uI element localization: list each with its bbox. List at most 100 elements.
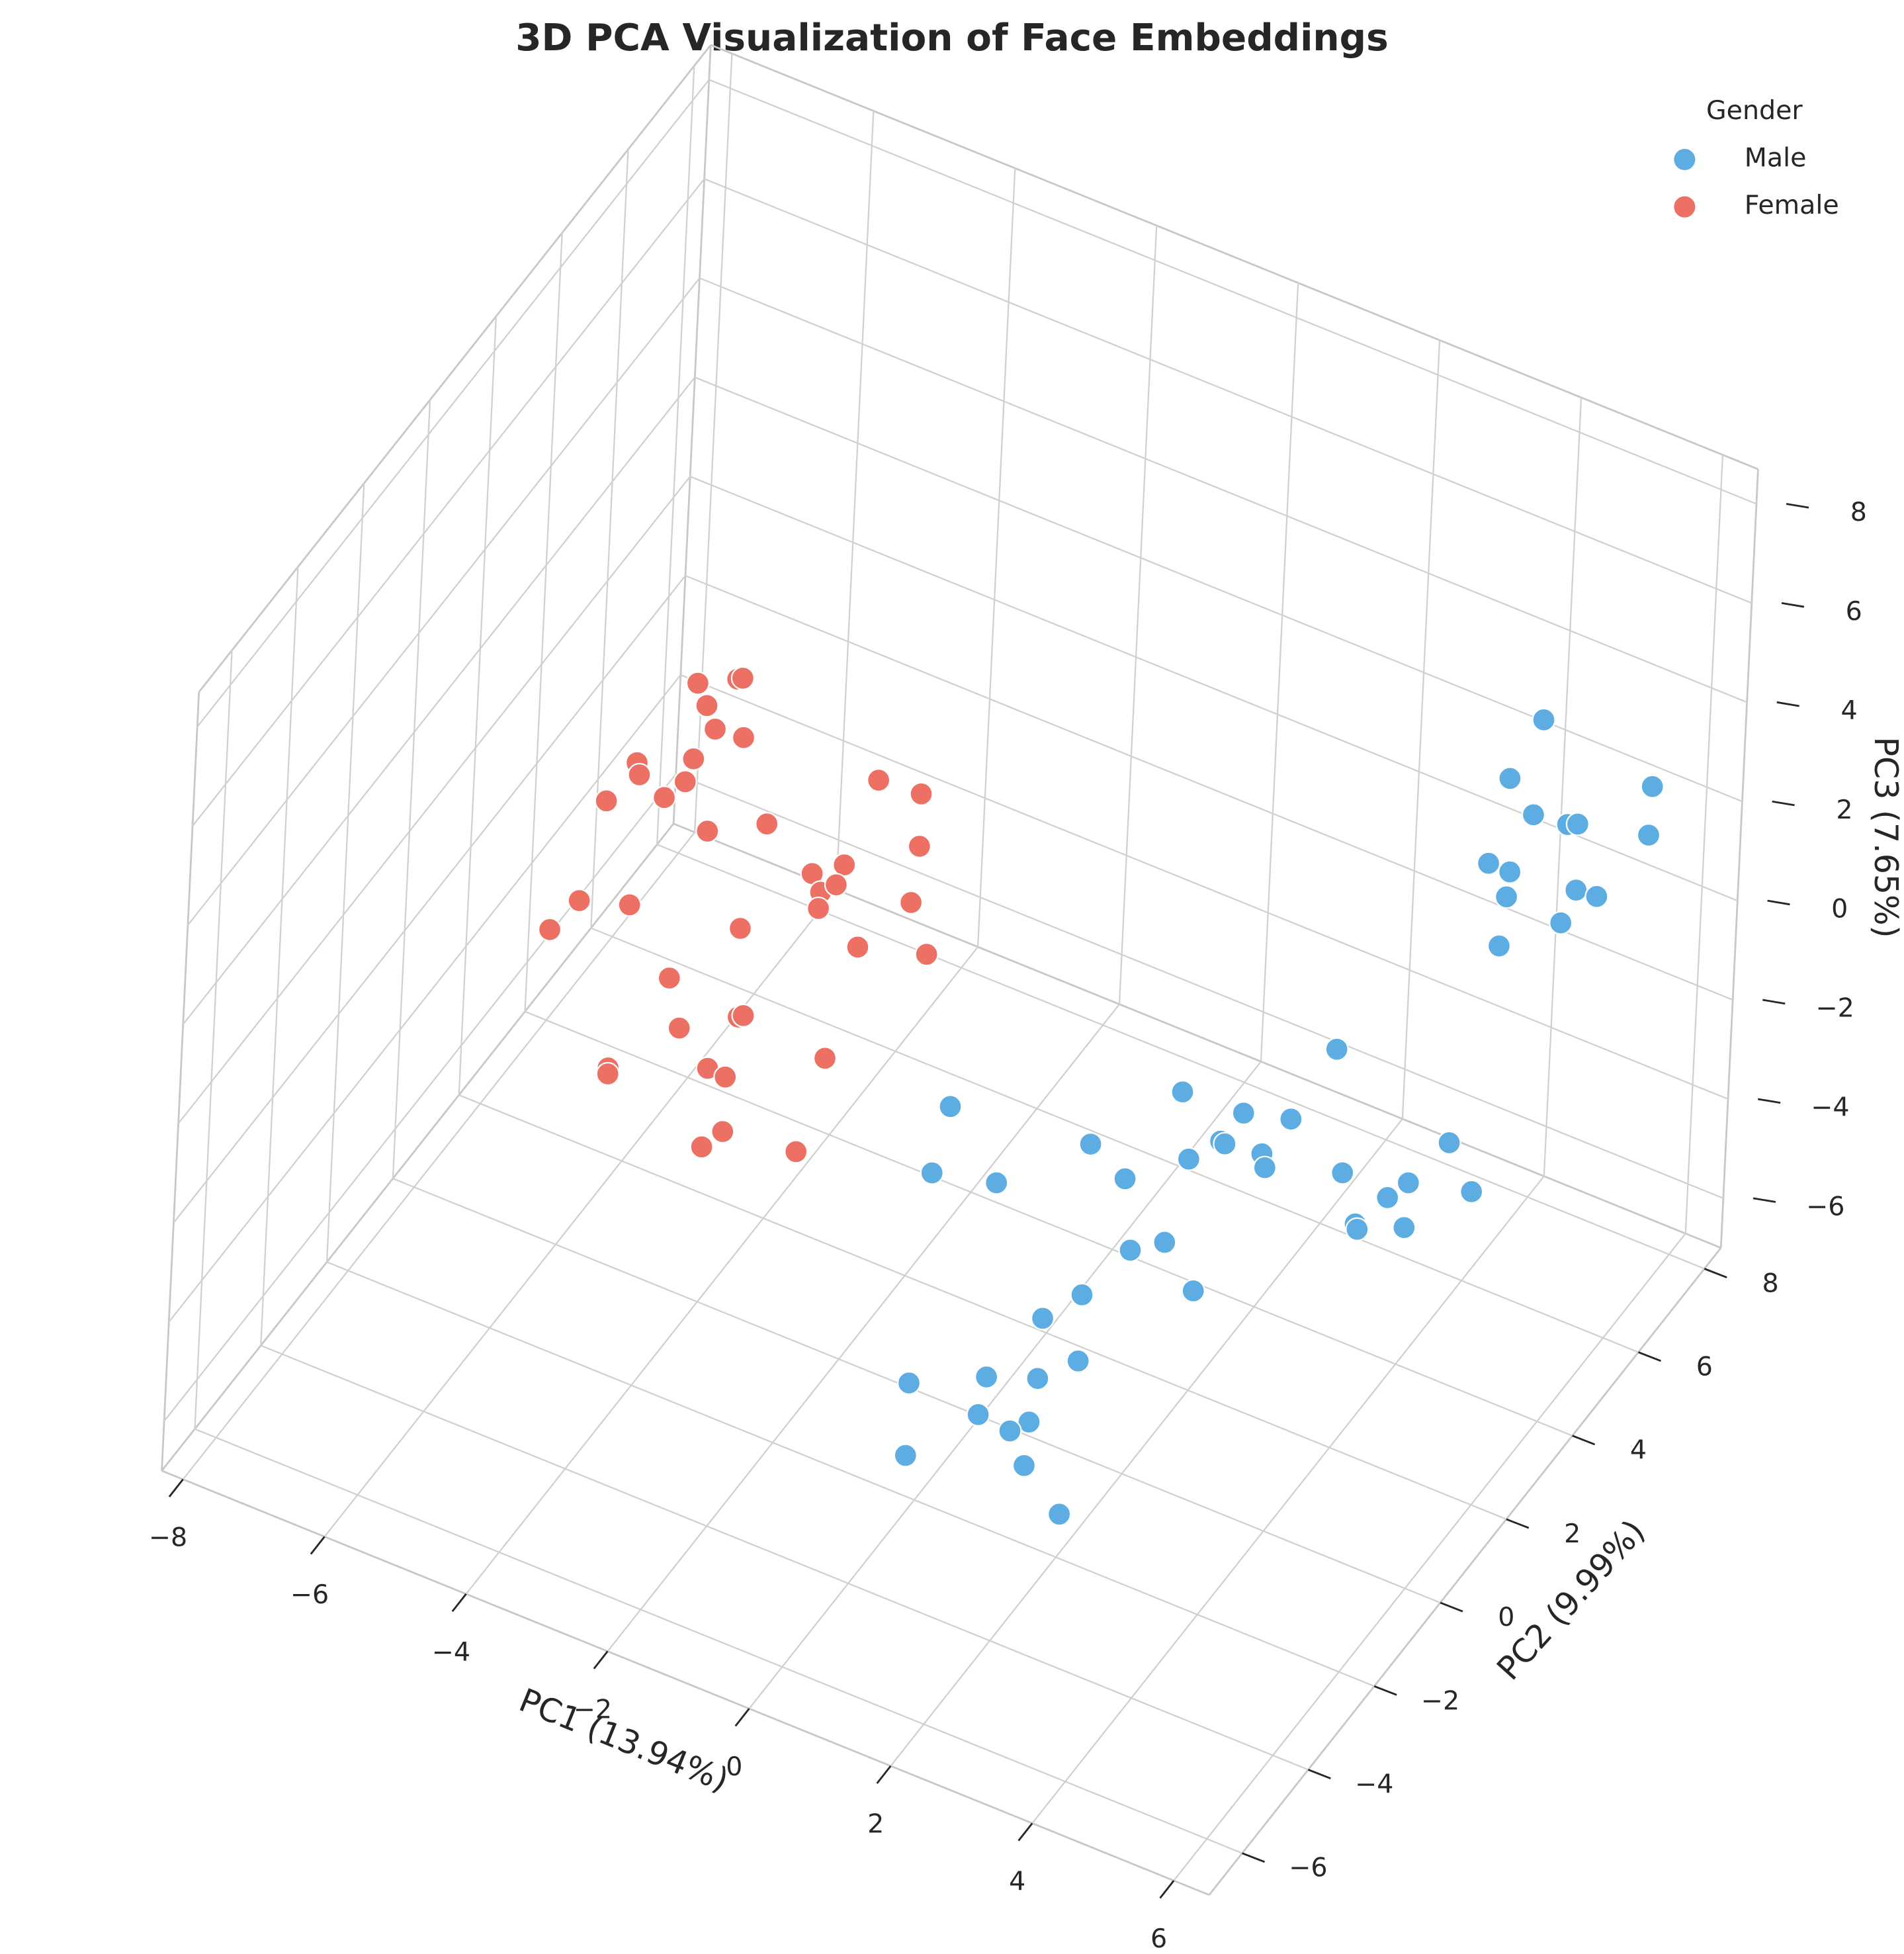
pane-edge [710,44,1758,470]
data-point [1636,823,1661,848]
pane-edge [161,1470,1210,1896]
grid-line [524,232,563,1012]
data-point [594,789,619,813]
legend-marker [1672,195,1697,219]
data-point [537,917,562,942]
grid-line [1260,283,1299,1062]
data-point [667,1016,691,1040]
z-tick-label: −2 [1815,993,1854,1024]
data-point [1584,884,1609,909]
data-point [1231,1101,1256,1126]
z-tick-label: 0 [1831,894,1848,924]
data-point [695,693,719,718]
data-point [1252,1155,1277,1180]
grid-line [699,277,1748,703]
x-tick-label: −6 [290,1579,329,1610]
x-tick [1017,1822,1033,1842]
data-point [1078,1132,1103,1157]
data-point [1565,812,1590,836]
z-tick [1753,1197,1776,1203]
data-point [1396,1171,1420,1195]
y-tick [1373,1685,1397,1696]
grid-line [704,178,1753,604]
x-tick-label: 2 [867,1809,884,1840]
pane-edge [161,691,200,1471]
data-point [595,1061,620,1087]
data-point [1066,1349,1090,1373]
data-point [689,1135,714,1159]
x-tick-label: 4 [1009,1866,1025,1896]
data-point [1477,851,1501,875]
x-tick [734,1708,750,1727]
grid-line [458,1094,1507,1520]
grid-line [689,476,1738,902]
x-tick [876,1765,892,1785]
y-tick-label: 2 [1564,1519,1580,1549]
y-tick [1572,1435,1596,1446]
data-point [695,819,720,844]
grid-line [1173,1233,1686,1881]
y-tick-label: 8 [1762,1268,1779,1298]
legend-marker [1672,148,1697,171]
data-point [652,785,677,810]
grid-line [260,566,299,1346]
grid-line [458,316,498,1095]
data-point [1437,1130,1461,1155]
data-point [1498,860,1522,884]
x-tick-label: 6 [1150,1924,1167,1954]
grid-line [890,1118,1403,1767]
grid-line [836,111,875,890]
grid-line [163,774,677,1422]
z-tick-label: 2 [1836,795,1852,825]
data-point [1047,1502,1072,1527]
data-point [896,1371,922,1396]
z-tick [1762,999,1786,1005]
grid-line [976,168,1016,948]
data-point [1532,707,1556,732]
grid-line [1401,340,1441,1119]
data-point [730,666,755,690]
z-tick [1757,1098,1781,1104]
pane-edge [673,822,1721,1249]
data-point [755,812,779,836]
grid-line [168,674,681,1323]
data-point [1113,1167,1137,1191]
y-tick-label: 0 [1498,1602,1514,1632]
data-point [1494,885,1519,909]
data-point [824,873,848,897]
data-point [1176,1147,1201,1171]
grid-line [1118,225,1158,1004]
legend-label: Female [1745,190,1839,220]
grid-line [195,1428,1243,1854]
data-point [1640,774,1665,799]
grid-line [607,1003,1120,1652]
data-point [1392,1216,1416,1240]
data-point [731,725,756,750]
data-point [898,890,924,915]
grid-line [177,476,691,1124]
data-point [1549,910,1573,935]
data-point [1564,878,1588,903]
y-tick-label: 6 [1696,1352,1713,1382]
data-point [966,1402,990,1427]
grid-line [525,1010,1573,1437]
data-point [1152,1230,1177,1255]
data-point [1181,1278,1205,1303]
z-tick [1767,899,1790,906]
data-point [806,896,831,921]
data-point [731,1003,756,1028]
data-point [867,768,891,793]
grid-line [325,483,365,1263]
data-point [1170,1080,1195,1104]
x-axis-title: PC1 (13.94%) [514,1681,734,1799]
data-point [627,762,652,787]
z-tick-label: 4 [1840,695,1857,726]
grid-line [196,79,710,728]
z-tick [1772,800,1795,807]
data-point [974,1364,999,1390]
y-tick-label: 4 [1630,1435,1647,1466]
z-tick-label: −6 [1806,1191,1844,1221]
grid-line [326,1261,1375,1687]
data-point [1324,1037,1349,1061]
